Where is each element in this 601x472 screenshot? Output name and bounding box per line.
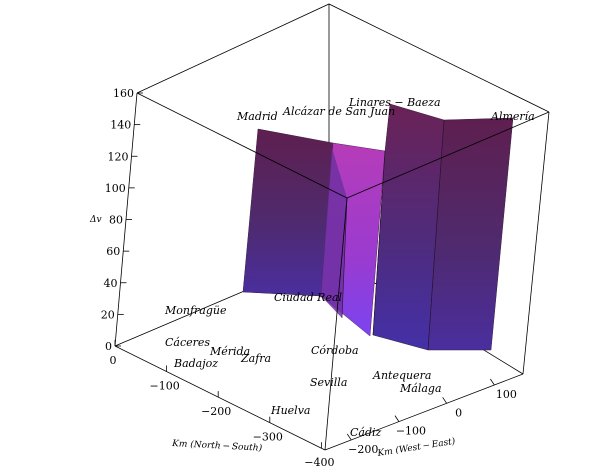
city-label-cadiz: Cádiz <box>350 426 382 439</box>
box-front-vertical-edge <box>324 197 348 451</box>
we-tick-mark <box>442 397 447 404</box>
surface-crease-2 <box>427 119 445 351</box>
city-label-merida: Mérida <box>209 345 250 358</box>
we-axis-ticks: −200 −100 0 100 <box>346 378 517 456</box>
we-tick-mark <box>490 378 495 386</box>
city-label-badajoz: Badajoz <box>173 357 218 370</box>
z-tick-label: 100 <box>105 182 126 195</box>
we-tick-mark <box>394 415 400 422</box>
bounding-box-front <box>114 92 550 451</box>
box-right-vertical-edge <box>522 111 550 375</box>
z-tick-label: 140 <box>110 119 131 132</box>
we-tick-label: 0 <box>455 406 462 419</box>
city-label-linares-baeza: Linares − Baeza <box>348 96 441 109</box>
ns-axis-label: Km (North − South) <box>171 438 263 454</box>
z-tick-label: 120 <box>108 150 129 163</box>
we-tick-label: 100 <box>496 388 517 401</box>
city-label-malaga: Málaga <box>399 382 442 395</box>
ns-tick-label: −400 <box>304 456 334 469</box>
city-label-antequera: Antequera <box>372 369 431 382</box>
city-label-ciudad-real: Ciudad Real <box>274 291 343 304</box>
ns-tick-label: 0 <box>110 354 117 367</box>
z-tick-label: 40 <box>104 277 118 290</box>
route-surface <box>242 103 514 351</box>
z-tick-label: 60 <box>106 245 120 258</box>
ns-tick-label: −100 <box>149 380 179 393</box>
city-label-madrid: Madrid <box>236 110 278 123</box>
box-top-front-edge-left <box>136 92 348 199</box>
box-top-back-edges <box>136 3 550 113</box>
city-label-almeria: Almería <box>490 110 535 123</box>
city-labels: Madrid Alcázar de San Juan Linares − Bae… <box>164 96 535 439</box>
z-axis-ticks: 0 20 40 60 80 100 120 140 160 <box>101 87 143 353</box>
z-tick-label: 20 <box>101 308 115 321</box>
we-tick-label: −100 <box>396 425 426 438</box>
city-label-monfrague: Monfragüe <box>164 304 227 317</box>
z-tick-label: 160 <box>113 87 134 100</box>
surface-crease-3 <box>341 197 348 319</box>
city-label-sevilla: Sevilla <box>310 376 347 389</box>
ns-tick-label: −200 <box>201 405 231 418</box>
ns-axis-line <box>114 345 326 451</box>
box-top-front-edge-right <box>346 111 550 199</box>
city-label-cordoba: Córdoba <box>311 344 359 357</box>
we-axis-label: Km (West − East) <box>376 436 457 459</box>
ns-axis-ticks: 0 −100 −200 −300 −400 <box>110 340 334 469</box>
surface-crease-1 <box>372 150 386 336</box>
we-tick-label: −200 <box>348 443 378 456</box>
z-axis-label: Δv <box>89 215 102 225</box>
surface-wall-madrid-alcazar <box>242 128 334 297</box>
z-tick-label: 0 <box>105 340 112 353</box>
we-axis-line <box>324 373 524 451</box>
ns-tick-label: −300 <box>253 431 283 444</box>
we-tick-mark <box>346 433 352 441</box>
city-label-huelva: Huelva <box>270 404 310 417</box>
z-tick-label: 80 <box>109 214 123 227</box>
city-label-caceres: Cáceres <box>165 336 210 349</box>
city-label-zafra: Zafra <box>240 352 271 365</box>
city-label-alcazar-de-san-juan: Alcázar de San Juan <box>282 105 395 118</box>
